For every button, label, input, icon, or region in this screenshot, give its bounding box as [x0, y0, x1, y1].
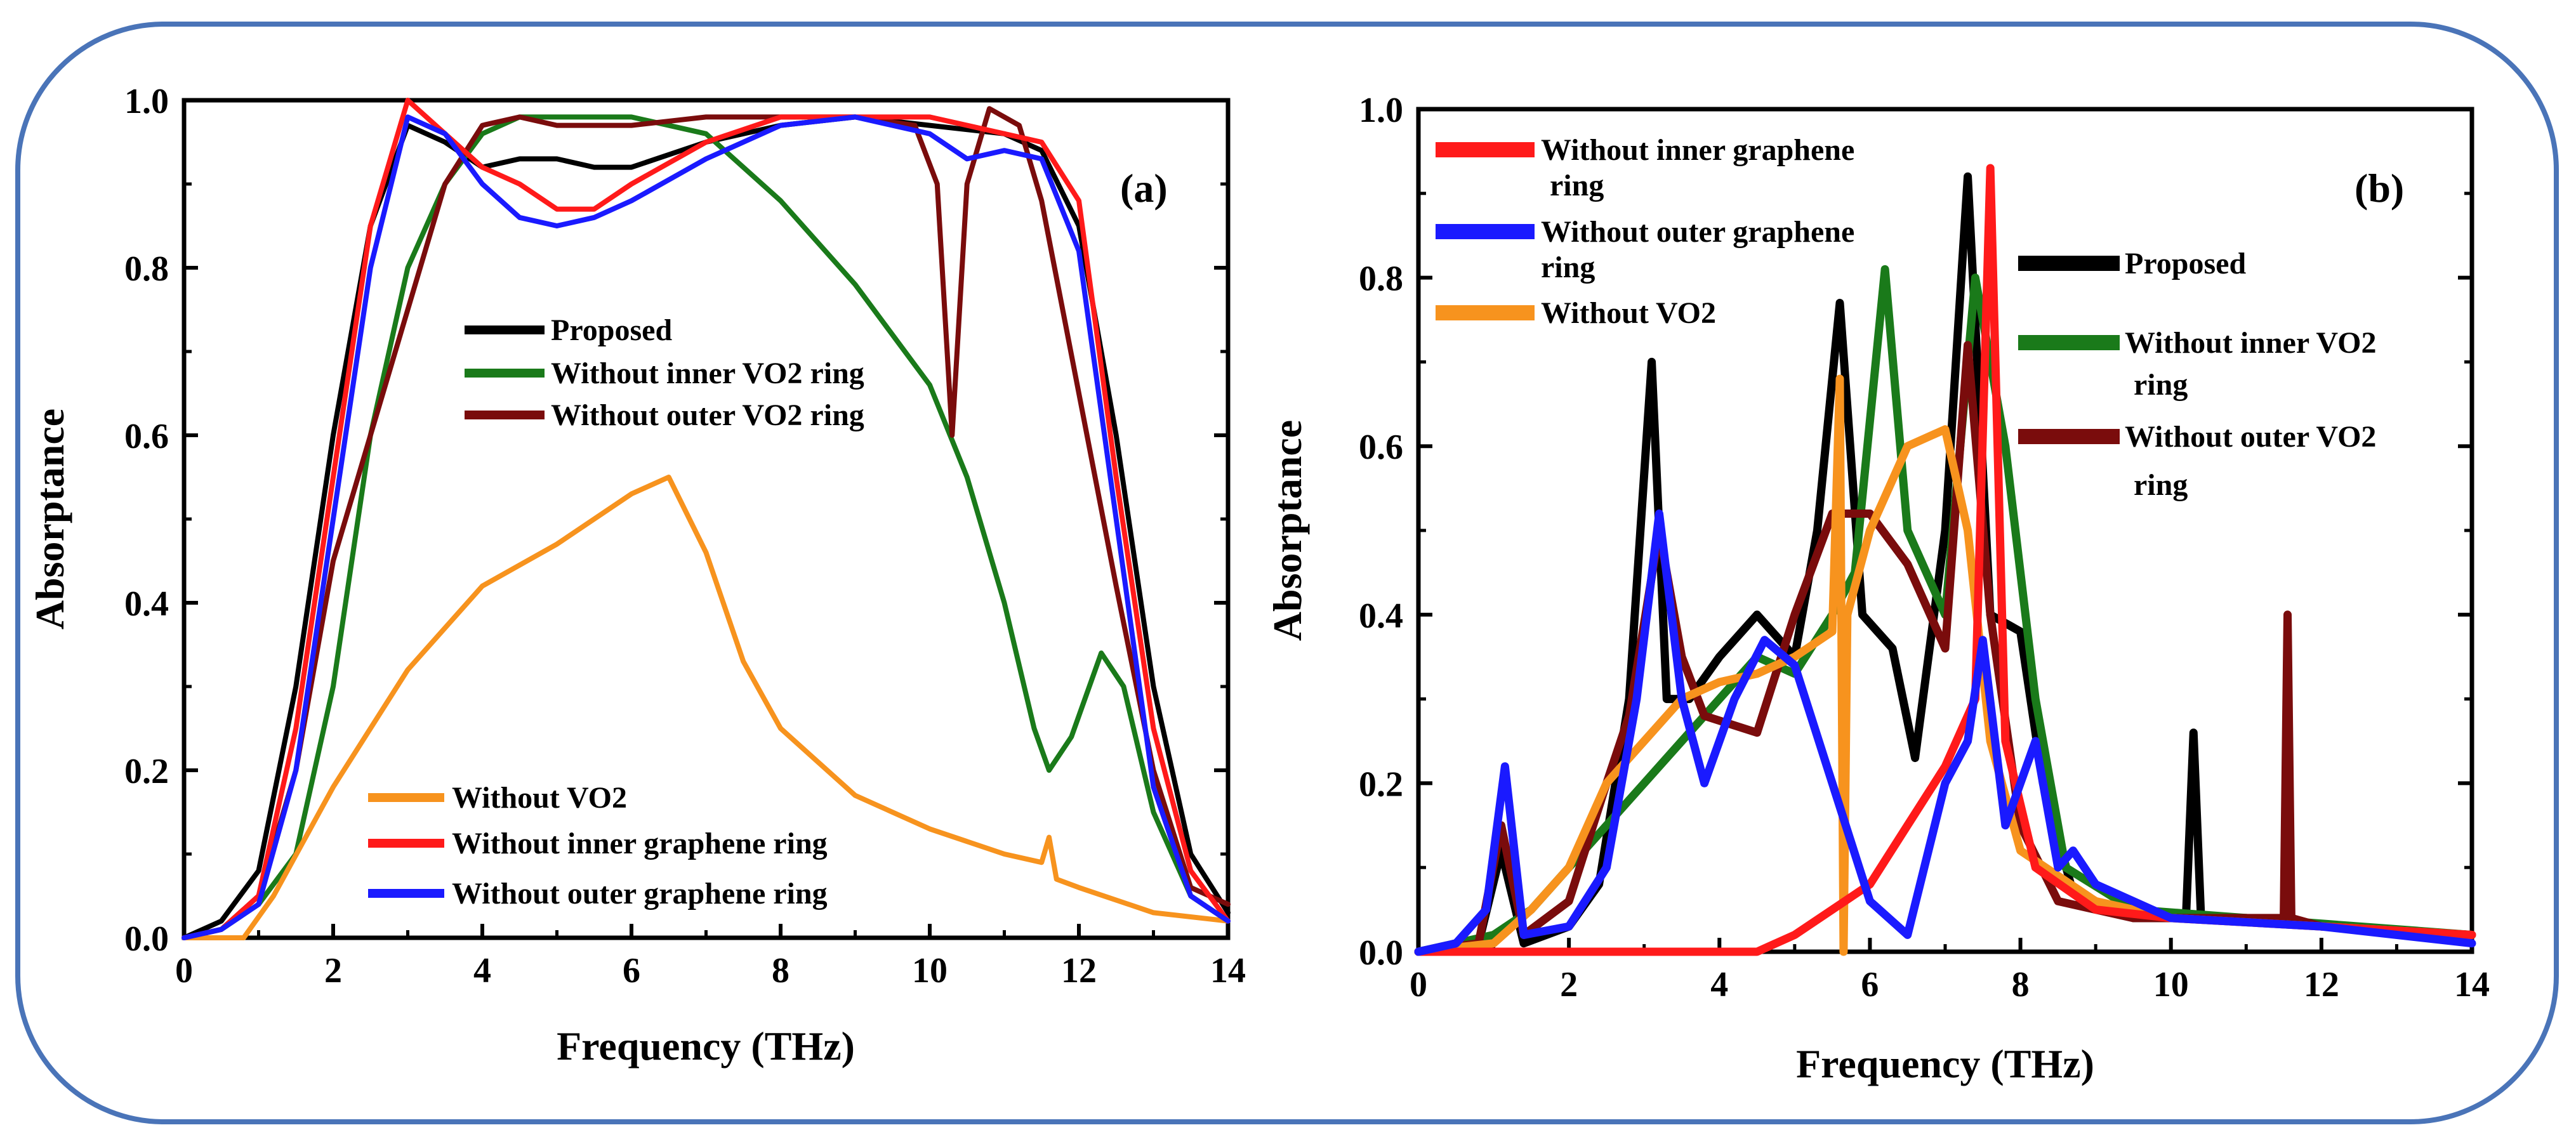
x-tick-label-a-14: 14 [1210, 951, 1246, 990]
y-tick-label-b-0-0: 0.0 [1359, 933, 1403, 973]
y-tick-label-b-0-2: 0.2 [1359, 765, 1403, 804]
legend-label-b-inner-vo2-line-1: Without inner VO2 [2125, 326, 2376, 360]
y-tick-label-a-0-8: 0.8 [124, 249, 169, 289]
legend-b: Without inner graphene ring Without oute… [1436, 133, 2384, 502]
x-tick-label-a-4: 4 [473, 951, 491, 990]
x-tick-label-b-8: 8 [2012, 965, 2030, 1004]
x-tick-label-b-2: 2 [1560, 965, 1578, 1004]
y-tick-label-a-0-4: 0.4 [124, 584, 169, 624]
legend-label-a-outer-graphene: Without outer graphene ring [452, 877, 828, 911]
x-tick-label-b-14: 14 [2454, 965, 2490, 1004]
x-tick-label-b-10: 10 [2153, 965, 2189, 1004]
x-tick-label-b-0: 0 [1410, 965, 1427, 1004]
legend-label-b-outer-vo2-line-1: Without outer VO2 [2125, 420, 2376, 454]
y-tick-label-b-0-8: 0.8 [1359, 260, 1403, 299]
y-tick-label-a-0-0: 0.0 [124, 919, 169, 959]
legend-label-a-no-vo2: Without VO2 [452, 781, 627, 815]
panel-label-a: (a) [1120, 166, 1168, 211]
legend-label-a-outer-vo2: Without outer VO2 ring [551, 398, 864, 432]
series-line-a-without-inner-graphene-ring [182, 98, 1231, 940]
x-tick-label-a-10: 10 [912, 951, 948, 990]
chart-panel-b: 0 2 4 6 8 10 12 14 0.0 0.2 0.4 0.6 0.8 1.0 Frequency … [1265, 91, 2490, 1086]
legend-a: Proposed Without inner VO2 ring Without … [368, 313, 864, 911]
series-line-a-without-outer-graphene-ring [182, 114, 1231, 940]
chart-panel-a: 0 2 4 6 8 10 12 14 0.0 0.2 0.4 0.6 0.8 1.0 Frequency … [27, 82, 1246, 1068]
y-tick-label-a-0-6: 0.6 [124, 417, 169, 456]
legend-label-b-inner-graphene-line-2: ring [1550, 169, 1604, 202]
figure-frame [15, 22, 2559, 1124]
series-line-a-without-vo2 [182, 475, 1231, 940]
legend-label-b-outer-vo2: Without outer VO2 ring [2125, 420, 2384, 502]
x-tick-label-b-6: 6 [1861, 965, 1879, 1004]
x-axis-title-b: Frequency (THz) [1796, 1041, 2094, 1086]
y-axis-title-b: Absorptance [1265, 420, 1310, 641]
x-tick-label-b-4: 4 [1710, 965, 1728, 1004]
y-tick-label-b-0-4: 0.4 [1359, 596, 1403, 636]
legend-label-a-proposed: Proposed [551, 313, 672, 347]
legend-label-b-outer-graphene-line-2: ring [1541, 251, 1595, 284]
y-tick-label-a-0-2: 0.2 [124, 752, 169, 791]
series-line-b-without-outer-vo2-ring [1414, 341, 2476, 956]
legend-label-b-inner-vo2-line-2: ring [2134, 368, 2188, 402]
y-tick-label-b-1-0: 1.0 [1359, 91, 1403, 130]
legend-label-b-outer-graphene: Without outer graphene ring [1541, 215, 1862, 284]
x-tick-label-a-6: 6 [623, 951, 640, 990]
series-line-b-without-outer-graphene-ring [1414, 509, 2476, 956]
legend-label-b-proposed: Proposed [2125, 247, 2246, 280]
y-tick-label-b-0-6: 0.6 [1359, 428, 1403, 467]
panel-label-b: (b) [2355, 166, 2404, 211]
y-tick-label-a-1-0: 1.0 [124, 82, 169, 121]
series-line-a-without-inner-vo2-ring [182, 114, 1231, 940]
x-tick-label-a-12: 12 [1061, 951, 1097, 990]
ticks-a: 0 2 4 6 8 10 12 14 0.0 0.2 0.4 0.6 0.8 1.0 [124, 82, 1246, 990]
series-group-a [182, 98, 1231, 940]
legend-label-a-inner-graphene: Without inner graphene ring [452, 827, 828, 860]
x-tick-label-b-12: 12 [2304, 965, 2339, 1004]
legend-label-a-inner-vo2: Without inner VO2 ring [551, 357, 864, 390]
x-axis-title-a: Frequency (THz) [557, 1023, 855, 1068]
legend-label-b-no-vo2: Without VO2 [1541, 296, 1716, 330]
y-axis-title-a: Absorptance [27, 409, 72, 629]
legend-label-b-inner-vo2: Without inner VO2 ring [2125, 326, 2384, 402]
legend-label-b-outer-graphene-line-1: Without outer graphene [1541, 215, 1854, 249]
legend-label-b-inner-graphene: Without inner graphene ring [1541, 133, 1862, 202]
x-tick-label-a-8: 8 [772, 951, 789, 990]
x-tick-label-a-0: 0 [175, 951, 193, 990]
legend-label-b-inner-graphene-line-1: Without inner graphene [1541, 133, 1854, 167]
x-tick-label-a-2: 2 [324, 951, 342, 990]
series-group-b [1414, 164, 2476, 956]
legend-label-b-outer-vo2-line-2: ring [2134, 468, 2188, 502]
